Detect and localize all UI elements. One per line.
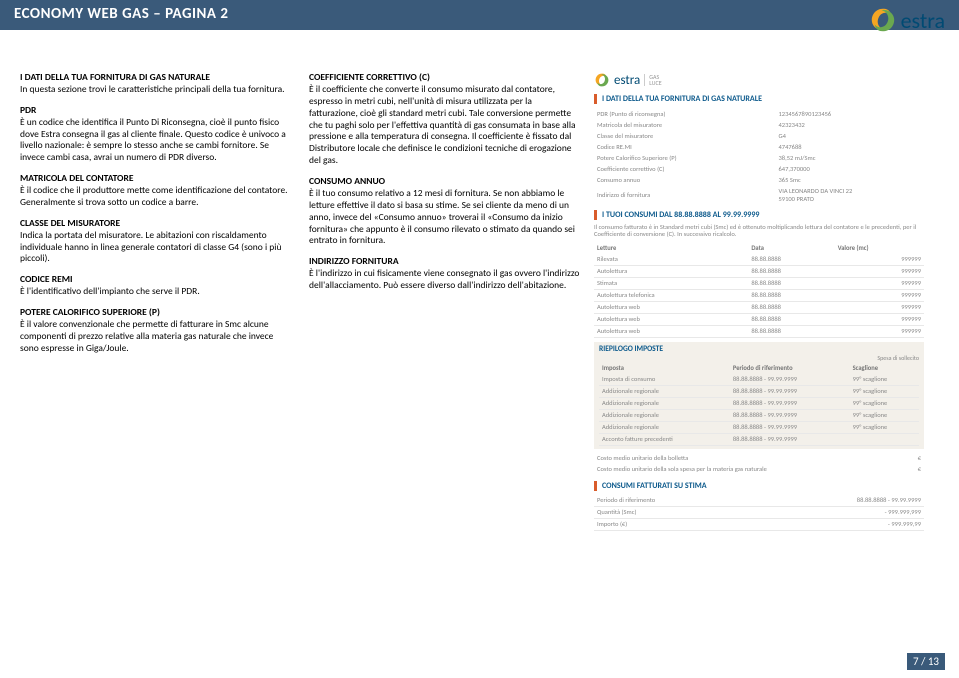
logo-swirl-icon bbox=[869, 6, 897, 34]
logo-swirl-icon bbox=[594, 72, 610, 88]
facs-stima-table: Periodo di riferimento88.88.8888 - 99.99… bbox=[594, 495, 924, 531]
facs-subbrand: GASLUCE bbox=[644, 74, 661, 86]
text: È un codice che identifica il Punto Di R… bbox=[20, 116, 286, 164]
text: È il tuo consumo relativo a 12 mesi di f… bbox=[309, 187, 575, 247]
invoice-facsimile: estra GASLUCE I DATI DELLA TUA FORNITURA… bbox=[594, 72, 924, 531]
left-text-column: I DATI DELLA TUA FORNITURA DI GAS NATURA… bbox=[20, 72, 291, 531]
middle-text-column: COEFFICIENTE CORRETTIVO (C)È il coeffici… bbox=[309, 72, 580, 531]
text: È il valore convenzionale che permette d… bbox=[20, 318, 273, 354]
facs-h2: I TUOI CONSUMI DAL 88.88.8888 AL 99.99.9… bbox=[594, 210, 924, 220]
facs-brand: estra bbox=[614, 73, 640, 88]
page-number: 7 / 13 bbox=[907, 653, 945, 670]
facs-riep-sub: Spesa di sollecito bbox=[599, 354, 919, 362]
heading-classe: CLASSE DEL MISURATORE bbox=[20, 217, 120, 229]
facs-h4: CONSUMI FATTURATI SU STIMA bbox=[594, 481, 924, 491]
facs-h3: RIEPILOGO IMPOSTE bbox=[599, 345, 919, 354]
heading-potere-cal: POTERE CALORIFICO SUPERIORE (P) bbox=[20, 306, 160, 318]
text: È il coefficiente che converte il consum… bbox=[309, 83, 576, 166]
heading-consumo: CONSUMO ANNUO bbox=[309, 175, 385, 187]
heading-pdr: PDR bbox=[20, 104, 36, 116]
text: In questa sezione trovi le caratteristic… bbox=[20, 83, 285, 95]
text: È il codice che il produttore mette come… bbox=[20, 184, 288, 208]
text: È l'indirizzo in cui fisicamente viene c… bbox=[309, 267, 579, 291]
brand-logo: estra bbox=[869, 3, 945, 37]
heading-coeff: COEFFICIENTE CORRETTIVO (C) bbox=[309, 71, 430, 83]
brand-name: estra bbox=[901, 7, 945, 34]
facs-note: Il consumo fatturato è in Standard metri… bbox=[594, 224, 924, 239]
facs-letture-table: LettureDataValore (mc)Rilevata88.88.8888… bbox=[594, 242, 924, 338]
heading-matricola: MATRICOLA DEL CONTATORE bbox=[20, 172, 133, 184]
heading-remi: CODICE REMI bbox=[20, 273, 73, 285]
facs-kv-table: PDR (Punto di riconsegna)123456789012345… bbox=[594, 108, 924, 204]
text: È l'identificativo dell'impianto che ser… bbox=[20, 285, 200, 297]
heading-dati-fornitura: I DATI DELLA TUA FORNITURA DI GAS NATURA… bbox=[20, 71, 210, 83]
facs-costi-table: Costo medio unitario della bolletta€Cost… bbox=[594, 453, 924, 475]
facs-h1: I DATI DELLA TUA FORNITURA DI GAS NATURA… bbox=[594, 94, 924, 104]
heading-indirizzo: INDIRIZZO FORNITURA bbox=[309, 255, 399, 267]
text: Indica la portata del misuratore. Le abi… bbox=[20, 229, 281, 265]
facs-imposte-table: ImpostaPeriodo di riferimentoScaglioneIm… bbox=[599, 362, 919, 446]
title-bar: ECONOMY WEB GAS – PAGINA 2 bbox=[0, 0, 959, 30]
